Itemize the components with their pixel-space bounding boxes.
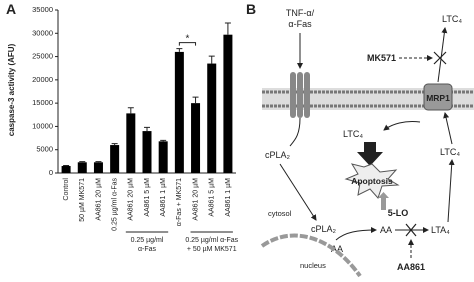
x-tick-label: 0.25 µg/ml α-Fas bbox=[111, 178, 118, 231]
error-bar bbox=[176, 48, 183, 52]
y-tick-label: 35000 bbox=[32, 5, 53, 14]
arrow bbox=[383, 121, 421, 131]
apoptosis-burst bbox=[344, 163, 400, 199]
significance-label: * bbox=[186, 34, 190, 45]
x-tick-label: 50 µM MK571 bbox=[79, 178, 86, 222]
group-label: 0.25 µg/ml bbox=[131, 237, 164, 244]
lta4-label: LTA₄ bbox=[431, 225, 450, 235]
error-bar bbox=[192, 96, 199, 104]
y-axis-label: caspase-3 activity (AFU) bbox=[7, 43, 16, 136]
gray-arrow bbox=[381, 196, 386, 210]
transporter-label: MRP1 bbox=[426, 93, 450, 103]
transporter-box bbox=[423, 83, 453, 111]
x-tick-label: α-Fas + MK571 bbox=[176, 178, 183, 226]
nucleus-label: nucleus bbox=[300, 261, 326, 270]
error-bar bbox=[111, 143, 118, 146]
nuclear-membrane bbox=[260, 233, 362, 278]
group-label: α-Fas bbox=[138, 246, 157, 253]
bar bbox=[174, 51, 184, 173]
receptor bbox=[304, 72, 310, 118]
arrow bbox=[447, 159, 455, 223]
bar bbox=[191, 103, 201, 173]
block-mark bbox=[405, 223, 417, 237]
error-bar bbox=[160, 139, 167, 142]
error-bar bbox=[95, 161, 102, 163]
y-tick-label: 0 bbox=[49, 168, 53, 177]
bar bbox=[77, 162, 87, 173]
big-arrow bbox=[357, 142, 383, 166]
error-bar bbox=[127, 107, 134, 114]
cpla2-label: cPLA₂ bbox=[311, 224, 337, 234]
bar bbox=[61, 166, 71, 173]
x-tick-label: AA861 1 µM bbox=[160, 178, 167, 217]
receptor bbox=[290, 72, 296, 118]
error-bar bbox=[79, 161, 86, 163]
y-tick-label: 20000 bbox=[32, 75, 53, 84]
inhibitor-label: AA861 bbox=[397, 262, 425, 272]
panel-label: A bbox=[6, 1, 16, 17]
panel-label: B bbox=[246, 1, 256, 17]
bar bbox=[207, 63, 217, 173]
arrow bbox=[289, 117, 301, 147]
bar bbox=[142, 131, 152, 173]
stimulus-label: α-Fas bbox=[288, 19, 312, 29]
y-tick-label: 10000 bbox=[32, 121, 53, 130]
x-tick-label: AA861 20 µM bbox=[95, 178, 102, 221]
bar bbox=[93, 162, 103, 173]
y-tick-label: 5000 bbox=[36, 145, 53, 154]
arrow bbox=[279, 163, 317, 221]
ltc4-out: LTC₄ bbox=[442, 14, 462, 24]
cpla2-label: cPLA₂ bbox=[265, 150, 291, 160]
inhibitor-label: MK571 bbox=[367, 53, 396, 63]
y-tick-label: 30000 bbox=[32, 28, 53, 37]
stimulus-label: TNF-α/ bbox=[286, 8, 315, 18]
x-tick-label: AA861 5 µM bbox=[209, 178, 216, 217]
y-tick-label: 15000 bbox=[32, 98, 53, 107]
x-tick-label: AA861 1 µM bbox=[225, 178, 232, 217]
bar bbox=[158, 141, 168, 173]
y-tick-label: 25000 bbox=[32, 52, 53, 61]
apoptosis-label: Apoptosis bbox=[351, 176, 393, 186]
aa-label: AA bbox=[331, 244, 343, 254]
x-tick-label: AA861 20 µM bbox=[192, 178, 199, 221]
bar bbox=[126, 113, 136, 173]
ltc4-mid: LTC₄ bbox=[343, 129, 363, 139]
bar bbox=[110, 145, 120, 173]
error-bar bbox=[144, 126, 150, 132]
significance-bracket bbox=[178, 42, 197, 46]
arrow bbox=[335, 227, 377, 241]
bar-chart: 0 5000 10000 15000 20000 25000 30000 35000 Contr… bbox=[32, 5, 238, 253]
group-label: 0.25 µg/ml α-Fas bbox=[185, 237, 238, 244]
bar bbox=[223, 34, 233, 173]
group-label: + 50 µM MK571 bbox=[187, 246, 237, 253]
error-bar bbox=[224, 22, 231, 35]
gray-arrow bbox=[378, 192, 389, 198]
x-tick-label: AA861 5 µM bbox=[144, 178, 151, 217]
cytosol-label: cytosol bbox=[268, 209, 292, 218]
x-tick-label: AA861 20 µM bbox=[128, 178, 135, 221]
arrow bbox=[437, 27, 448, 83]
block-mark bbox=[433, 51, 447, 65]
error-bar bbox=[208, 55, 215, 64]
arrow bbox=[443, 112, 453, 145]
receptor bbox=[297, 72, 303, 118]
ltc4-right: LTC₄ bbox=[440, 147, 460, 157]
aa-label: AA bbox=[380, 225, 392, 235]
enzyme-label: 5-LO bbox=[388, 208, 409, 218]
x-tick-label: Control bbox=[63, 178, 70, 201]
diagram: B TNF-α/ α-Fas MRP1 LTC₄ MK571 cPLA₂ cPL… bbox=[246, 1, 474, 278]
